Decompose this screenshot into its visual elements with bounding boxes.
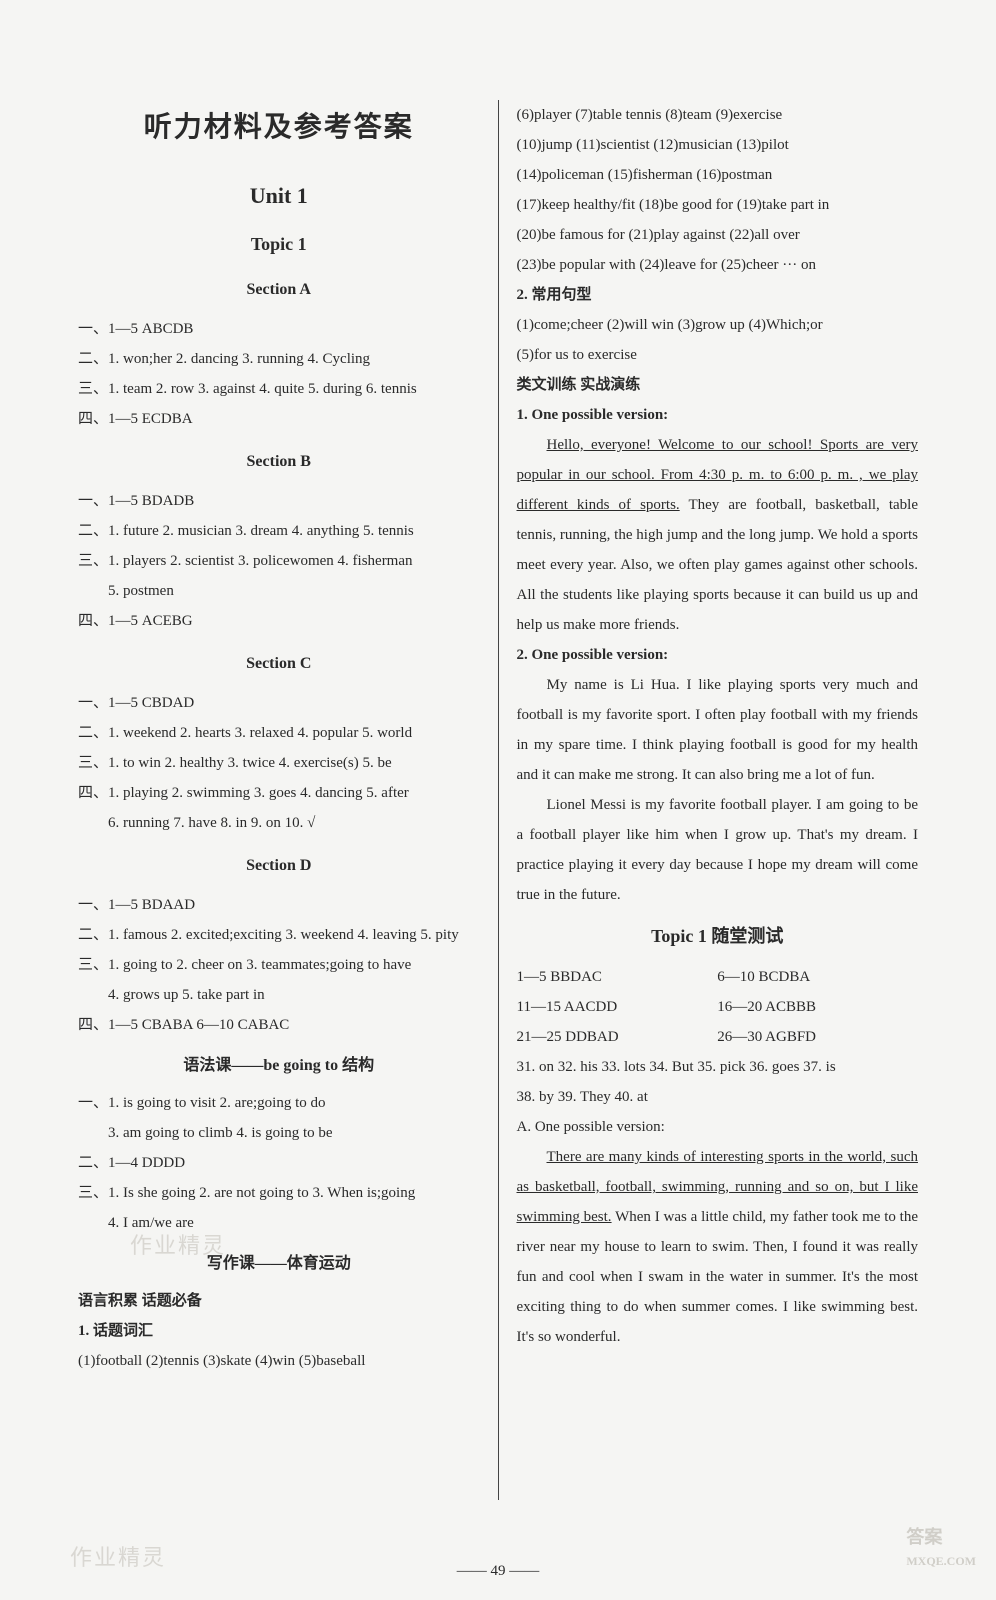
answer-line: 4. grows up 5. take part in	[78, 980, 480, 1010]
watermark-url: MXQE.COM	[906, 1554, 976, 1568]
answer-line: 二、1. future 2. musician 3. dream 4. anyt…	[78, 516, 480, 546]
vocab-line: (10)jump (11)scientist (12)musician (13)…	[517, 130, 919, 160]
answer-line: (1)football (2)tennis (3)skate (4)win (5…	[78, 1346, 480, 1376]
test-row: 38. by 39. They 40. at	[517, 1082, 919, 1112]
answer-line: 二、1. famous 2. excited;exciting 3. weeke…	[78, 920, 480, 950]
answer-line: 三、1. going to 2. cheer on 3. teammates;g…	[78, 950, 480, 980]
practice-heading: 类文训练 实战演练	[517, 370, 919, 400]
answer-line: 一、1—5 CBDAD	[78, 688, 480, 718]
version1-label: 1. One possible version:	[517, 400, 919, 430]
essay-2-p1: My name is Li Hua. I like playing sports…	[517, 670, 919, 790]
essay-A: There are many kinds of interesting spor…	[517, 1142, 919, 1352]
answer-line: 四、1—5 ACEBG	[78, 606, 480, 636]
answer-line: 一、1—5 BDAAD	[78, 890, 480, 920]
answer-line: 三、1. to win 2. healthy 3. twice 4. exerc…	[78, 748, 480, 778]
section-d-title: Section D	[78, 850, 480, 882]
pattern-line: (1)come;cheer (2)will win (3)grow up (4)…	[517, 310, 919, 340]
answer-line: 一、1—5 BDADB	[78, 486, 480, 516]
answer-line: 5. postmen	[78, 576, 480, 606]
essay-2-p2: Lionel Messi is my favorite football pla…	[517, 790, 919, 910]
essay-text: When I was a little child, my father too…	[517, 1209, 919, 1345]
test-row: 16—20 ACBBB	[717, 992, 918, 1022]
answer-line: 二、1. won;her 2. dancing 3. running 4. Cy…	[78, 344, 480, 374]
answer-line: 6. running 7. have 8. in 9. on 10. √	[78, 808, 480, 838]
answer-line: 三、1. Is she going 2. are not going to 3.…	[78, 1178, 480, 1208]
vocab-line: (23)be popular with (24)leave for (25)ch…	[517, 250, 919, 280]
answer-line: 四、1—5 CBABA 6—10 CABAC	[78, 1010, 480, 1040]
versionA-label: A. One possible version:	[517, 1112, 919, 1142]
answer-line: 四、1. playing 2. swimming 3. goes 4. danc…	[78, 778, 480, 808]
essay-1: Hello, everyone! Welcome to our school! …	[517, 430, 919, 640]
watermark-text: 作业精灵	[70, 1540, 166, 1572]
writing-sub1: 语言积累 话题必备	[78, 1286, 480, 1316]
watermark-logo: 答案	[906, 1527, 942, 1547]
writing-sub2: 1. 话题词汇	[78, 1316, 480, 1346]
test-answers-grid: 1—5 BBDAC 6—10 BCDBA 11—15 AACDD 16—20 A…	[517, 962, 919, 1052]
vocab-line: (17)keep healthy/fit (18)be good for (19…	[517, 190, 919, 220]
essay-text: They are football, basketball, table ten…	[517, 497, 919, 633]
answer-line: 三、1. players 2. scientist 3. policewomen…	[78, 546, 480, 576]
grammar-title: 语法课——be going to 结构	[78, 1050, 480, 1082]
answer-line: 二、1—4 DDDD	[78, 1148, 480, 1178]
version2-label: 2. One possible version:	[517, 640, 919, 670]
answer-line: 四、1—5 ECDBA	[78, 404, 480, 434]
vocab-line: (20)be famous for (21)play against (22)a…	[517, 220, 919, 250]
answer-line: 一、1. is going to visit 2. are;going to d…	[78, 1088, 480, 1118]
test-row: 6—10 BCDBA	[717, 962, 918, 992]
right-column: (6)player (7)table tennis (8)team (9)exe…	[499, 100, 937, 1500]
test-row: 21—25 DDBAD	[517, 1022, 718, 1052]
test-row: 31. on 32. his 33. lots 34. But 35. pick…	[517, 1052, 919, 1082]
test-title: Topic 1 随堂测试	[517, 918, 919, 954]
section-a-title: Section A	[78, 274, 480, 306]
content-columns: 听力材料及参考答案 Unit 1 Topic 1 Section A 一、1—5…	[60, 100, 936, 1500]
vocab-line: (6)player (7)table tennis (8)team (9)exe…	[517, 100, 919, 130]
watermark-text: 作业精灵	[130, 1228, 226, 1260]
test-row: 1—5 BBDAC	[517, 962, 718, 992]
vocab-line: (14)policeman (15)fisherman (16)postman	[517, 160, 919, 190]
left-column: 听力材料及参考答案 Unit 1 Topic 1 Section A 一、1—5…	[60, 100, 499, 1500]
answer-line: 三、1. team 2. row 3. against 4. quite 5. …	[78, 374, 480, 404]
answer-line: 3. am going to climb 4. is going to be	[78, 1118, 480, 1148]
watermark-site: 答案 MXQE.COM	[906, 1523, 976, 1570]
section-b-title: Section B	[78, 446, 480, 478]
test-row: 11—15 AACDD	[517, 992, 718, 1022]
page-number: —— 49 ——	[457, 1563, 540, 1580]
answer-line: 二、1. weekend 2. hearts 3. relaxed 4. pop…	[78, 718, 480, 748]
answer-line: 一、1—5 ABCDB	[78, 314, 480, 344]
page-title: 听力材料及参考答案	[78, 100, 480, 156]
test-row: 26—30 AGBFD	[717, 1022, 918, 1052]
unit-title: Unit 1	[78, 174, 480, 218]
topic-title: Topic 1	[78, 226, 480, 262]
pattern-line: (5)for us to exercise	[517, 340, 919, 370]
section-c-title: Section C	[78, 648, 480, 680]
patterns-heading: 2. 常用句型	[517, 280, 919, 310]
